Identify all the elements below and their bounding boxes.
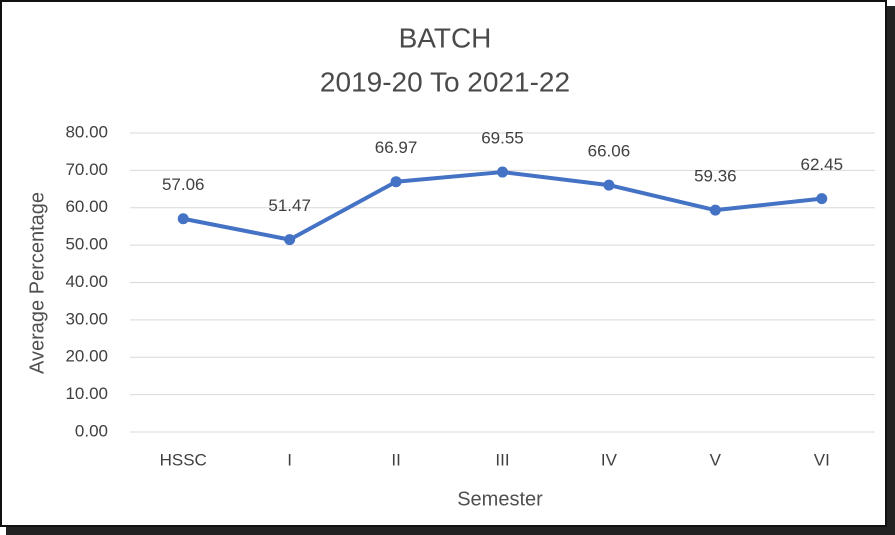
data-label: 62.45 <box>801 155 844 174</box>
frame <box>0 0 887 527</box>
data-point <box>603 179 615 191</box>
x-tick-label: VI <box>814 450 830 469</box>
y-axis-title: Average Percentage <box>26 192 48 374</box>
y-tick-label: 0.00 <box>75 421 108 440</box>
data-label: 66.06 <box>588 142 631 161</box>
y-tick-label: 60.00 <box>65 197 108 216</box>
x-axis-title: Semester <box>457 488 543 510</box>
frame-shadow <box>6 526 895 535</box>
data-point <box>497 166 508 178</box>
y-tick-label: 50.00 <box>65 235 108 254</box>
data-point <box>390 176 402 188</box>
data-label: 66.97 <box>375 138 418 157</box>
data-label: 51.47 <box>268 196 311 215</box>
data-label: 69.55 <box>481 129 524 148</box>
data-point <box>816 193 828 205</box>
chart-title: 2019-20 To 2021-22 <box>320 66 570 97</box>
x-tick-label: V <box>710 450 722 469</box>
data-label: 57.06 <box>162 175 205 194</box>
data-point <box>709 204 721 216</box>
x-tick-label: II <box>391 450 400 469</box>
data-label: 59.36 <box>694 167 737 186</box>
x-tick-label: HSSC <box>160 450 207 469</box>
x-tick-label: III <box>495 450 509 469</box>
y-tick-label: 20.00 <box>65 347 108 366</box>
data-point <box>284 234 296 246</box>
y-tick-label: 40.00 <box>65 272 108 291</box>
frame-shadow <box>886 6 895 535</box>
x-tick-label: IV <box>601 450 618 469</box>
y-tick-label: 30.00 <box>65 309 108 328</box>
x-tick-label: I <box>287 450 292 469</box>
data-point <box>177 213 189 225</box>
chart-title: BATCH <box>399 22 492 53</box>
y-tick-label: 70.00 <box>65 160 108 179</box>
y-tick-label: 10.00 <box>65 384 108 403</box>
y-tick-label: 80.00 <box>65 122 108 141</box>
